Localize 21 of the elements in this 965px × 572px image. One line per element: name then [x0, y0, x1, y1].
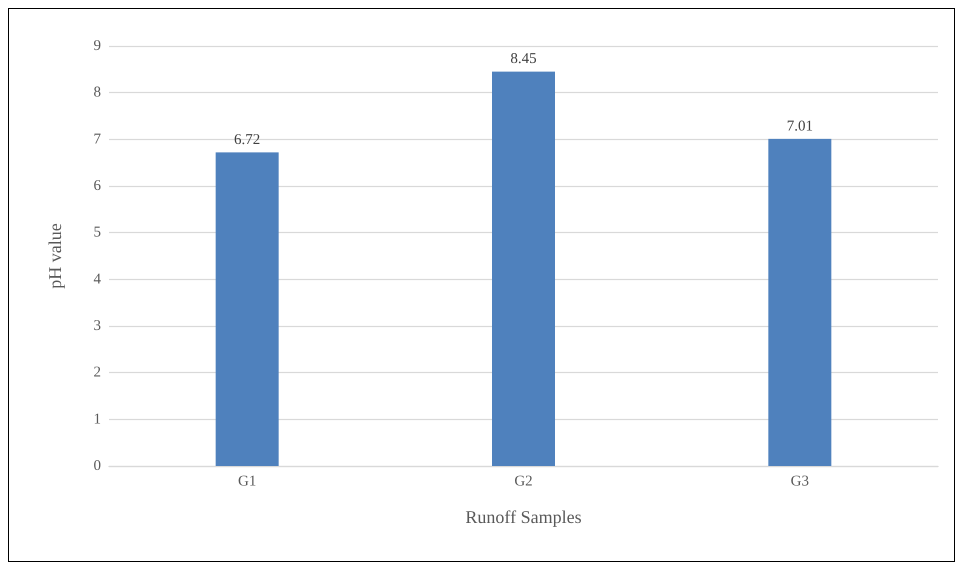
y-tick-label: 7 [94, 131, 102, 148]
y-tick-label: 3 [94, 318, 101, 334]
y-tick-label: 4 [94, 271, 102, 288]
bar [492, 72, 555, 466]
x-tick-label: G1 [238, 474, 256, 490]
x-tick-label: G3 [790, 474, 810, 490]
x-axis-title: Runoff Samples [465, 507, 582, 527]
y-tick-label: 6 [94, 178, 102, 194]
bar [768, 138, 832, 466]
bar [216, 152, 279, 466]
data-label: 8.45 [510, 51, 537, 68]
y-axis-title: pH value [45, 223, 65, 289]
y-tick-label: 0 [94, 458, 101, 474]
y-tick-label: 8 [94, 84, 101, 101]
y-tick-label: 2 [94, 364, 101, 381]
data-label: 6.72 [234, 132, 260, 148]
y-tick-label: 1 [94, 411, 101, 428]
x-tick-label: G2 [514, 474, 533, 490]
y-tick-label: 5 [94, 224, 101, 241]
y-tick-label: 9 [94, 38, 101, 54]
data-label: 7.01 [786, 118, 813, 134]
